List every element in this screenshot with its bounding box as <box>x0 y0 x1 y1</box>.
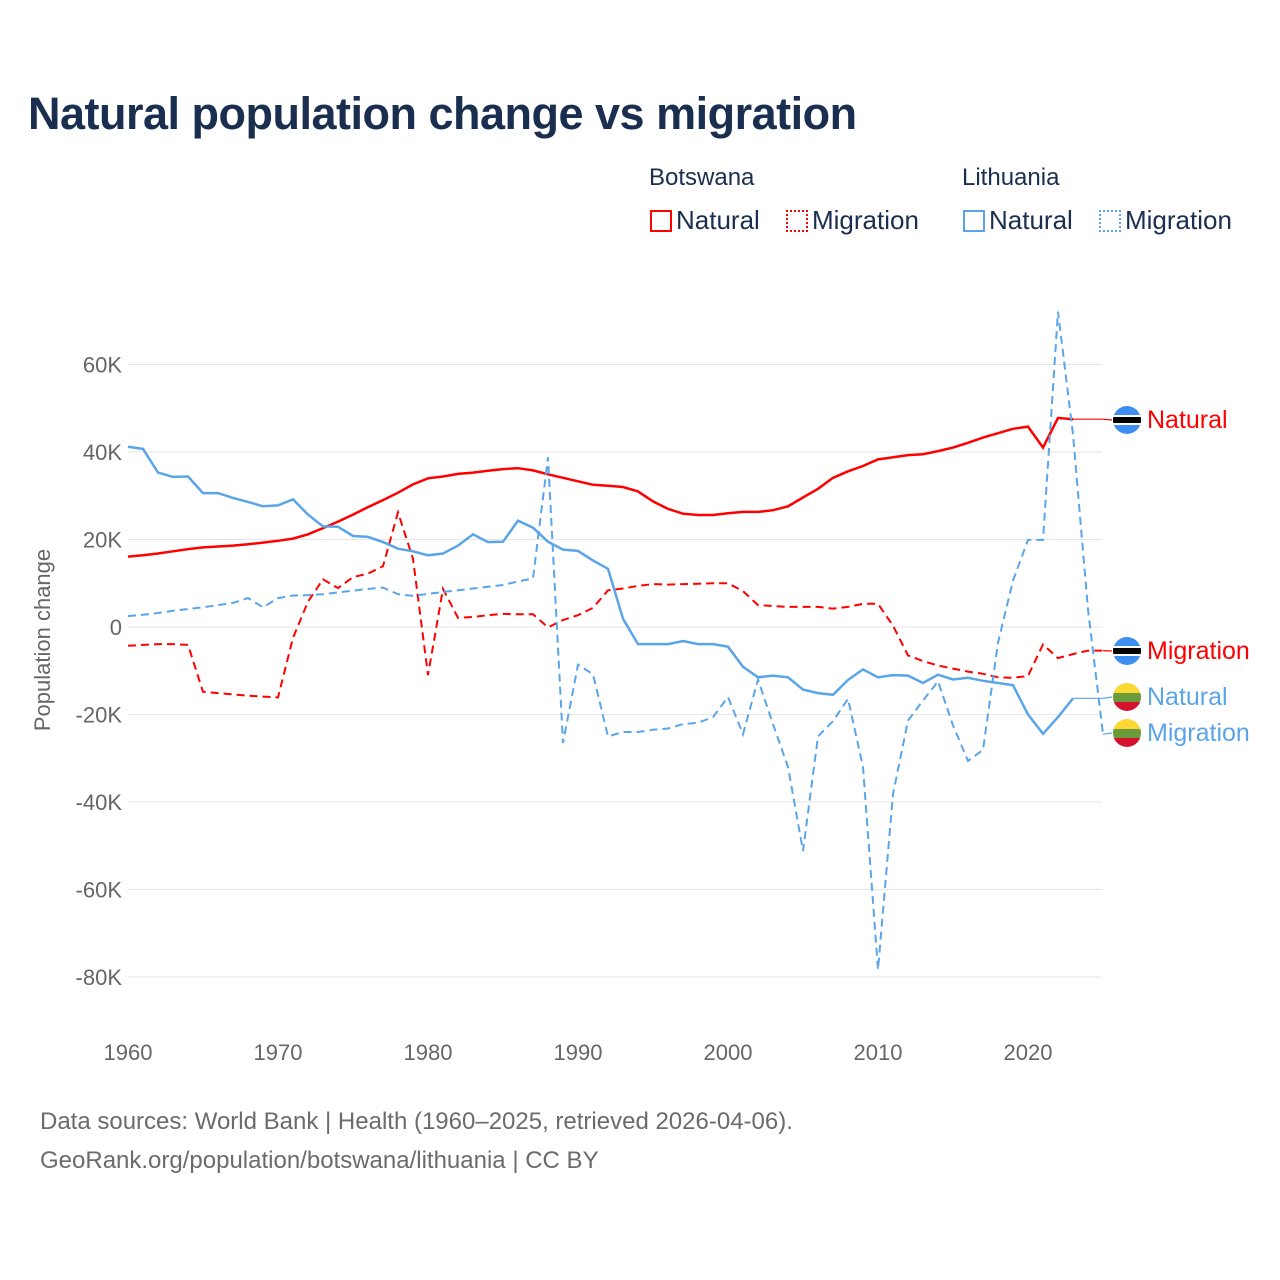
y-tick-label: -60K <box>76 878 123 903</box>
botswana-flag-icon <box>1113 406 1141 434</box>
source-text: Data sources: World Bank | Health (1960–… <box>40 1108 793 1135</box>
source-url[interactable]: GeoRank.org/population/botswana/lithuani… <box>40 1147 599 1174</box>
label-connector <box>1102 732 1113 735</box>
x-tick-label: 1970 <box>254 1040 303 1065</box>
legend-label: Migration <box>1125 205 1232 235</box>
series-line-botswana-natural <box>127 416 1074 558</box>
chart-title: Natural population change vs migration <box>28 88 857 139</box>
legend-swatch-dotted <box>1099 209 1121 232</box>
series-line-botswana-migration <box>127 508 1103 699</box>
y-tick-label: -80K <box>76 965 123 990</box>
y-tick-label: 0 <box>110 615 122 640</box>
legend-group-botswana: Botswana <box>649 164 755 191</box>
botswana-flag-icon <box>1113 637 1141 665</box>
legend-lithuania-migration[interactable]: Migration <box>1099 205 1232 236</box>
x-tick-label: 2020 <box>1004 1040 1053 1065</box>
legend-botswana-migration[interactable]: Migration <box>786 205 919 236</box>
series-end-label: Migration <box>1147 637 1250 665</box>
legend-lithuania-natural[interactable]: Natural <box>963 205 1073 236</box>
x-tick-label: 1960 <box>104 1040 153 1065</box>
y-tick-label: 40K <box>83 440 122 465</box>
label-connector <box>1073 418 1113 421</box>
series-line-lithuania-natural <box>127 445 1074 736</box>
y-tick-label: 60K <box>83 353 122 378</box>
label-connector <box>1073 696 1113 699</box>
series-end-label: Natural <box>1147 406 1228 434</box>
lithuania-flag-icon <box>1113 719 1141 747</box>
legend-swatch-dotted <box>786 209 808 232</box>
y-tick-label: 20K <box>83 528 122 553</box>
series-end-label: Migration <box>1147 719 1250 747</box>
y-tick-label: -20K <box>76 703 123 728</box>
x-tick-label: 2010 <box>854 1040 903 1065</box>
legend-label: Migration <box>812 205 919 235</box>
lithuania-flag-icon <box>1113 683 1141 711</box>
legend-swatch-solid <box>963 209 985 232</box>
legend-label: Natural <box>676 205 760 235</box>
legend-botswana-natural[interactable]: Natural <box>650 205 760 236</box>
x-tick-label: 2000 <box>704 1040 753 1065</box>
series-end-label: Natural <box>1147 683 1228 711</box>
y-axis-label: Population change <box>30 549 55 731</box>
y-tick-label: -40K <box>76 790 123 815</box>
legend-group-lithuania: Lithuania <box>962 164 1060 191</box>
x-tick-label: 1980 <box>404 1040 453 1065</box>
legend-swatch-solid <box>650 209 672 232</box>
series-line-lithuania-migration <box>127 311 1104 970</box>
legend-label: Natural <box>989 205 1073 235</box>
x-tick-label: 1990 <box>554 1040 603 1065</box>
